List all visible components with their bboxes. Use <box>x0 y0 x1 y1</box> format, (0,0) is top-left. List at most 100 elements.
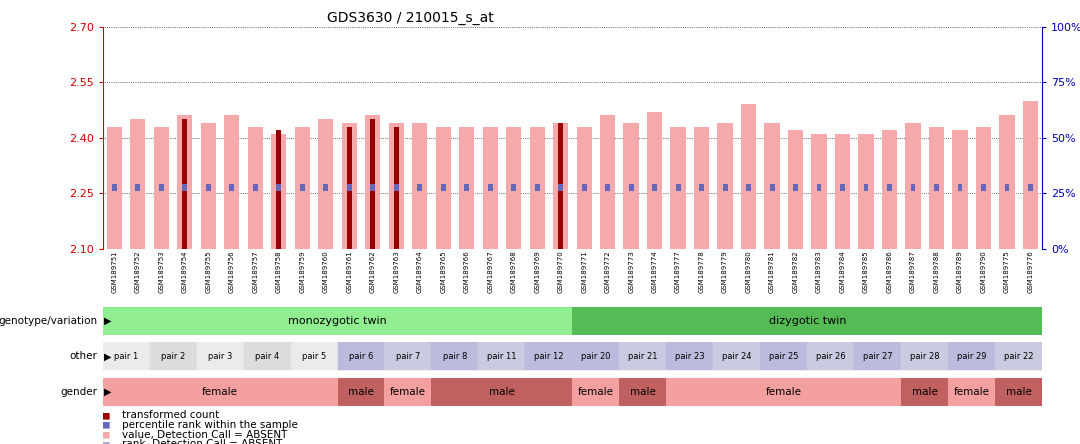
Bar <box>295 127 310 249</box>
Bar <box>605 184 610 191</box>
Bar <box>864 184 868 191</box>
Bar <box>384 378 432 406</box>
Bar <box>177 115 192 249</box>
Bar <box>717 123 732 249</box>
Bar <box>276 130 281 249</box>
Text: pair 29: pair 29 <box>957 352 986 361</box>
Text: other: other <box>69 351 97 361</box>
Bar <box>103 342 149 370</box>
Bar <box>948 342 996 370</box>
Bar <box>149 342 197 370</box>
Bar <box>153 127 168 249</box>
Bar <box>337 342 384 370</box>
Bar <box>1004 184 1010 191</box>
Bar <box>816 184 822 191</box>
Text: ▶: ▶ <box>104 351 111 361</box>
Bar <box>808 342 854 370</box>
Bar <box>394 184 399 191</box>
Bar <box>948 378 996 406</box>
Text: pair 20: pair 20 <box>581 352 610 361</box>
Bar <box>483 127 498 249</box>
Bar <box>934 184 939 191</box>
Text: female: female <box>766 387 801 397</box>
Bar <box>1028 184 1032 191</box>
Bar <box>770 184 774 191</box>
Bar <box>854 342 902 370</box>
Bar <box>811 134 826 249</box>
Bar <box>432 342 478 370</box>
Text: male: male <box>630 387 656 397</box>
Bar <box>723 184 728 191</box>
Bar <box>526 342 572 370</box>
Text: transformed count: transformed count <box>122 410 219 420</box>
Text: value, Detection Call = ABSENT: value, Detection Call = ABSENT <box>122 430 287 440</box>
Bar <box>365 115 380 249</box>
Bar <box>859 134 874 249</box>
Bar <box>996 342 1042 370</box>
Bar <box>337 378 384 406</box>
Bar <box>394 127 399 249</box>
Bar <box>291 342 337 370</box>
Bar <box>793 184 798 191</box>
Text: dizygotic twin: dizygotic twin <box>769 316 846 326</box>
Bar <box>929 127 944 249</box>
Text: GDS3630 / 210015_s_at: GDS3630 / 210015_s_at <box>327 11 494 25</box>
Bar <box>432 378 572 406</box>
Bar <box>765 123 780 249</box>
Text: ■: ■ <box>103 410 109 420</box>
Bar <box>905 123 920 249</box>
Bar <box>417 184 422 191</box>
Bar <box>582 184 586 191</box>
Bar <box>558 184 563 191</box>
Bar <box>183 119 187 249</box>
Text: pair 4: pair 4 <box>255 352 279 361</box>
Text: pair 25: pair 25 <box>769 352 798 361</box>
Bar <box>694 127 710 249</box>
Bar <box>441 184 446 191</box>
Bar <box>577 127 592 249</box>
Bar <box>671 127 686 249</box>
Bar <box>902 378 948 406</box>
Bar <box>623 123 638 249</box>
Bar <box>835 134 850 249</box>
Bar <box>244 342 291 370</box>
Bar <box>535 184 540 191</box>
Bar <box>112 184 117 191</box>
Bar <box>558 123 563 249</box>
Bar <box>347 184 352 191</box>
Bar <box>996 378 1042 406</box>
Bar <box>389 123 404 249</box>
Bar <box>746 184 751 191</box>
Bar <box>201 123 216 249</box>
Text: pair 22: pair 22 <box>1004 352 1034 361</box>
Text: female: female <box>954 387 989 397</box>
Text: ■: ■ <box>103 440 109 444</box>
Bar <box>553 123 568 249</box>
Bar <box>347 127 352 249</box>
Bar <box>206 184 211 191</box>
Bar <box>507 127 522 249</box>
Bar <box>981 184 986 191</box>
Bar <box>197 342 244 370</box>
Text: pair 5: pair 5 <box>302 352 326 361</box>
Text: male: male <box>912 387 937 397</box>
Bar <box>999 115 1014 249</box>
Text: pair 27: pair 27 <box>863 352 892 361</box>
Bar <box>676 184 680 191</box>
Bar <box>271 134 286 249</box>
Text: ■: ■ <box>103 420 109 430</box>
Bar <box>620 342 666 370</box>
Bar <box>107 127 122 249</box>
Bar <box>958 184 962 191</box>
Bar <box>647 112 662 249</box>
Bar <box>341 123 356 249</box>
Text: male: male <box>489 387 515 397</box>
Text: pair 8: pair 8 <box>443 352 468 361</box>
Bar <box>620 378 666 406</box>
Bar <box>488 184 492 191</box>
Bar <box>159 184 164 191</box>
Text: gender: gender <box>60 387 97 397</box>
Bar <box>183 184 187 191</box>
Text: pair 7: pair 7 <box>395 352 420 361</box>
Bar <box>666 342 714 370</box>
